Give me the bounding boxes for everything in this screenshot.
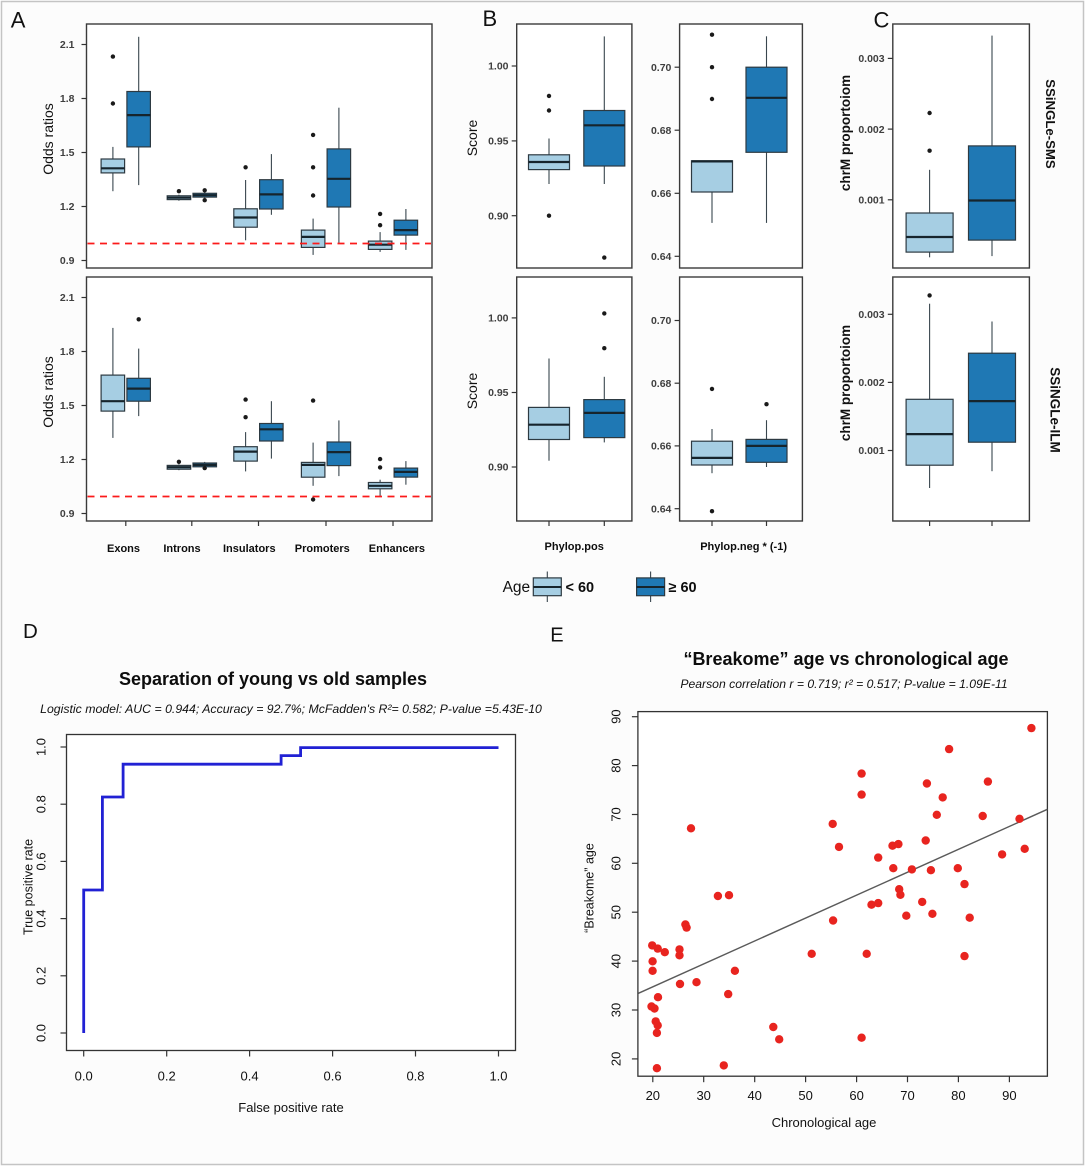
svg-text:0.68: 0.68 <box>651 378 672 390</box>
svg-text:0.9: 0.9 <box>60 508 75 520</box>
svg-text:0.90: 0.90 <box>488 462 509 474</box>
svg-text:“Breakome” age vs chronologica: “Breakome” age vs chronological age <box>683 649 1008 669</box>
svg-text:Separation of young vs old sam: Separation of young vs old samples <box>119 669 427 689</box>
svg-text:1.00: 1.00 <box>488 313 509 325</box>
svg-text:Insulators: Insulators <box>223 543 276 555</box>
svg-text:0.70: 0.70 <box>651 315 672 327</box>
svg-text:Phylop.pos: Phylop.pos <box>545 541 604 553</box>
svg-text:0.9: 0.9 <box>60 255 75 267</box>
svg-text:1.0: 1.0 <box>34 738 49 756</box>
svg-text:2.1: 2.1 <box>60 292 75 304</box>
svg-text:0.003: 0.003 <box>858 309 884 321</box>
svg-text:1.5: 1.5 <box>60 147 75 159</box>
svg-text:Pearson correlation r = 0.719;: Pearson correlation r = 0.719; r² = 0.51… <box>680 677 1007 691</box>
svg-text:Logistic model: AUC = 0.944;: Logistic model: AUC = 0.944; Accuracy = … <box>40 702 542 716</box>
svg-text:0.95: 0.95 <box>488 136 509 148</box>
svg-text:20: 20 <box>646 1088 660 1103</box>
svg-text:50: 50 <box>798 1088 812 1103</box>
svg-text:30: 30 <box>696 1088 710 1103</box>
svg-text:0.003: 0.003 <box>858 53 884 65</box>
svg-text:B: B <box>483 6 498 31</box>
svg-text:0.64: 0.64 <box>651 503 672 515</box>
svg-text:Odds ratios: Odds ratios <box>40 103 56 175</box>
svg-text:False positive rate: False positive rate <box>238 1100 344 1115</box>
svg-text:SSiNGLe-SMS: SSiNGLe-SMS <box>1043 79 1058 169</box>
svg-text:0.2: 0.2 <box>34 967 49 985</box>
svg-text:≥ 60: ≥ 60 <box>669 580 697 596</box>
svg-text:90: 90 <box>609 709 624 723</box>
svg-text:0.4: 0.4 <box>241 1069 259 1084</box>
svg-text:Enhancers: Enhancers <box>369 543 425 555</box>
svg-text:Score: Score <box>464 120 480 157</box>
svg-text:Introns: Introns <box>163 543 200 555</box>
svg-text:0.8: 0.8 <box>406 1069 424 1084</box>
svg-text:80: 80 <box>951 1088 965 1103</box>
svg-text:1.5: 1.5 <box>60 400 75 412</box>
svg-text:90: 90 <box>1002 1088 1016 1103</box>
svg-text:1.00: 1.00 <box>488 61 509 73</box>
svg-text:70: 70 <box>609 807 624 821</box>
svg-text:40: 40 <box>608 954 623 968</box>
svg-text:0.0: 0.0 <box>34 1024 49 1042</box>
svg-text:C: C <box>874 8 890 33</box>
svg-text:Age: Age <box>503 579 531 596</box>
svg-text:20: 20 <box>609 1052 624 1066</box>
svg-text:1.0: 1.0 <box>489 1069 507 1084</box>
svg-text:chrM proportoiom: chrM proportoiom <box>838 75 853 191</box>
svg-text:chrM proportoiom: chrM proportoiom <box>838 325 853 441</box>
svg-text:0.68: 0.68 <box>651 125 672 137</box>
svg-text:0.6: 0.6 <box>324 1069 342 1084</box>
svg-text:0.001: 0.001 <box>858 445 884 457</box>
svg-text:30: 30 <box>608 1003 623 1017</box>
svg-text:0.95: 0.95 <box>488 387 509 399</box>
svg-text:< 60: < 60 <box>566 580 595 596</box>
svg-text:2.1: 2.1 <box>60 39 75 51</box>
svg-text:SSiNGLe-ILM: SSiNGLe-ILM <box>1048 367 1063 453</box>
svg-text:70: 70 <box>900 1088 914 1103</box>
svg-text:Phylop.neg * (-1): Phylop.neg * (-1) <box>700 541 787 553</box>
svg-text:0.90: 0.90 <box>488 210 509 222</box>
svg-text:0.0: 0.0 <box>75 1069 93 1084</box>
svg-text:D: D <box>23 620 38 643</box>
svg-text:0.70: 0.70 <box>651 62 672 74</box>
svg-text:1.8: 1.8 <box>60 346 75 358</box>
svg-text:60: 60 <box>849 1088 863 1103</box>
svg-text:1.8: 1.8 <box>60 93 75 105</box>
svg-text:0.002: 0.002 <box>858 124 884 136</box>
svg-text:0.66: 0.66 <box>651 441 672 453</box>
svg-text:Odds ratios: Odds ratios <box>40 356 56 428</box>
svg-text:0.6: 0.6 <box>34 852 49 870</box>
svg-text:50: 50 <box>608 905 623 919</box>
svg-text:Score: Score <box>464 373 480 410</box>
svg-text:1.2: 1.2 <box>60 454 75 466</box>
svg-text:True positive rate: True positive rate <box>22 839 36 935</box>
svg-text:E: E <box>550 625 563 647</box>
svg-text:Exons: Exons <box>107 543 140 555</box>
svg-text:60: 60 <box>608 856 623 870</box>
svg-text:0.64: 0.64 <box>651 251 672 263</box>
svg-text:80: 80 <box>609 758 624 772</box>
svg-text:“Breakome” age: “Breakome” age <box>582 843 596 933</box>
svg-text:Promoters: Promoters <box>295 543 350 555</box>
svg-text:0.8: 0.8 <box>34 795 49 813</box>
svg-text:0.4: 0.4 <box>34 910 49 928</box>
svg-text:0.2: 0.2 <box>158 1069 176 1084</box>
svg-text:A: A <box>11 7 26 32</box>
svg-text:Chronological age: Chronological age <box>772 1115 877 1130</box>
svg-text:0.002: 0.002 <box>858 377 884 389</box>
svg-text:1.2: 1.2 <box>60 201 75 213</box>
svg-text:40: 40 <box>747 1088 761 1103</box>
svg-text:0.66: 0.66 <box>651 188 672 200</box>
svg-text:0.001: 0.001 <box>858 195 884 207</box>
